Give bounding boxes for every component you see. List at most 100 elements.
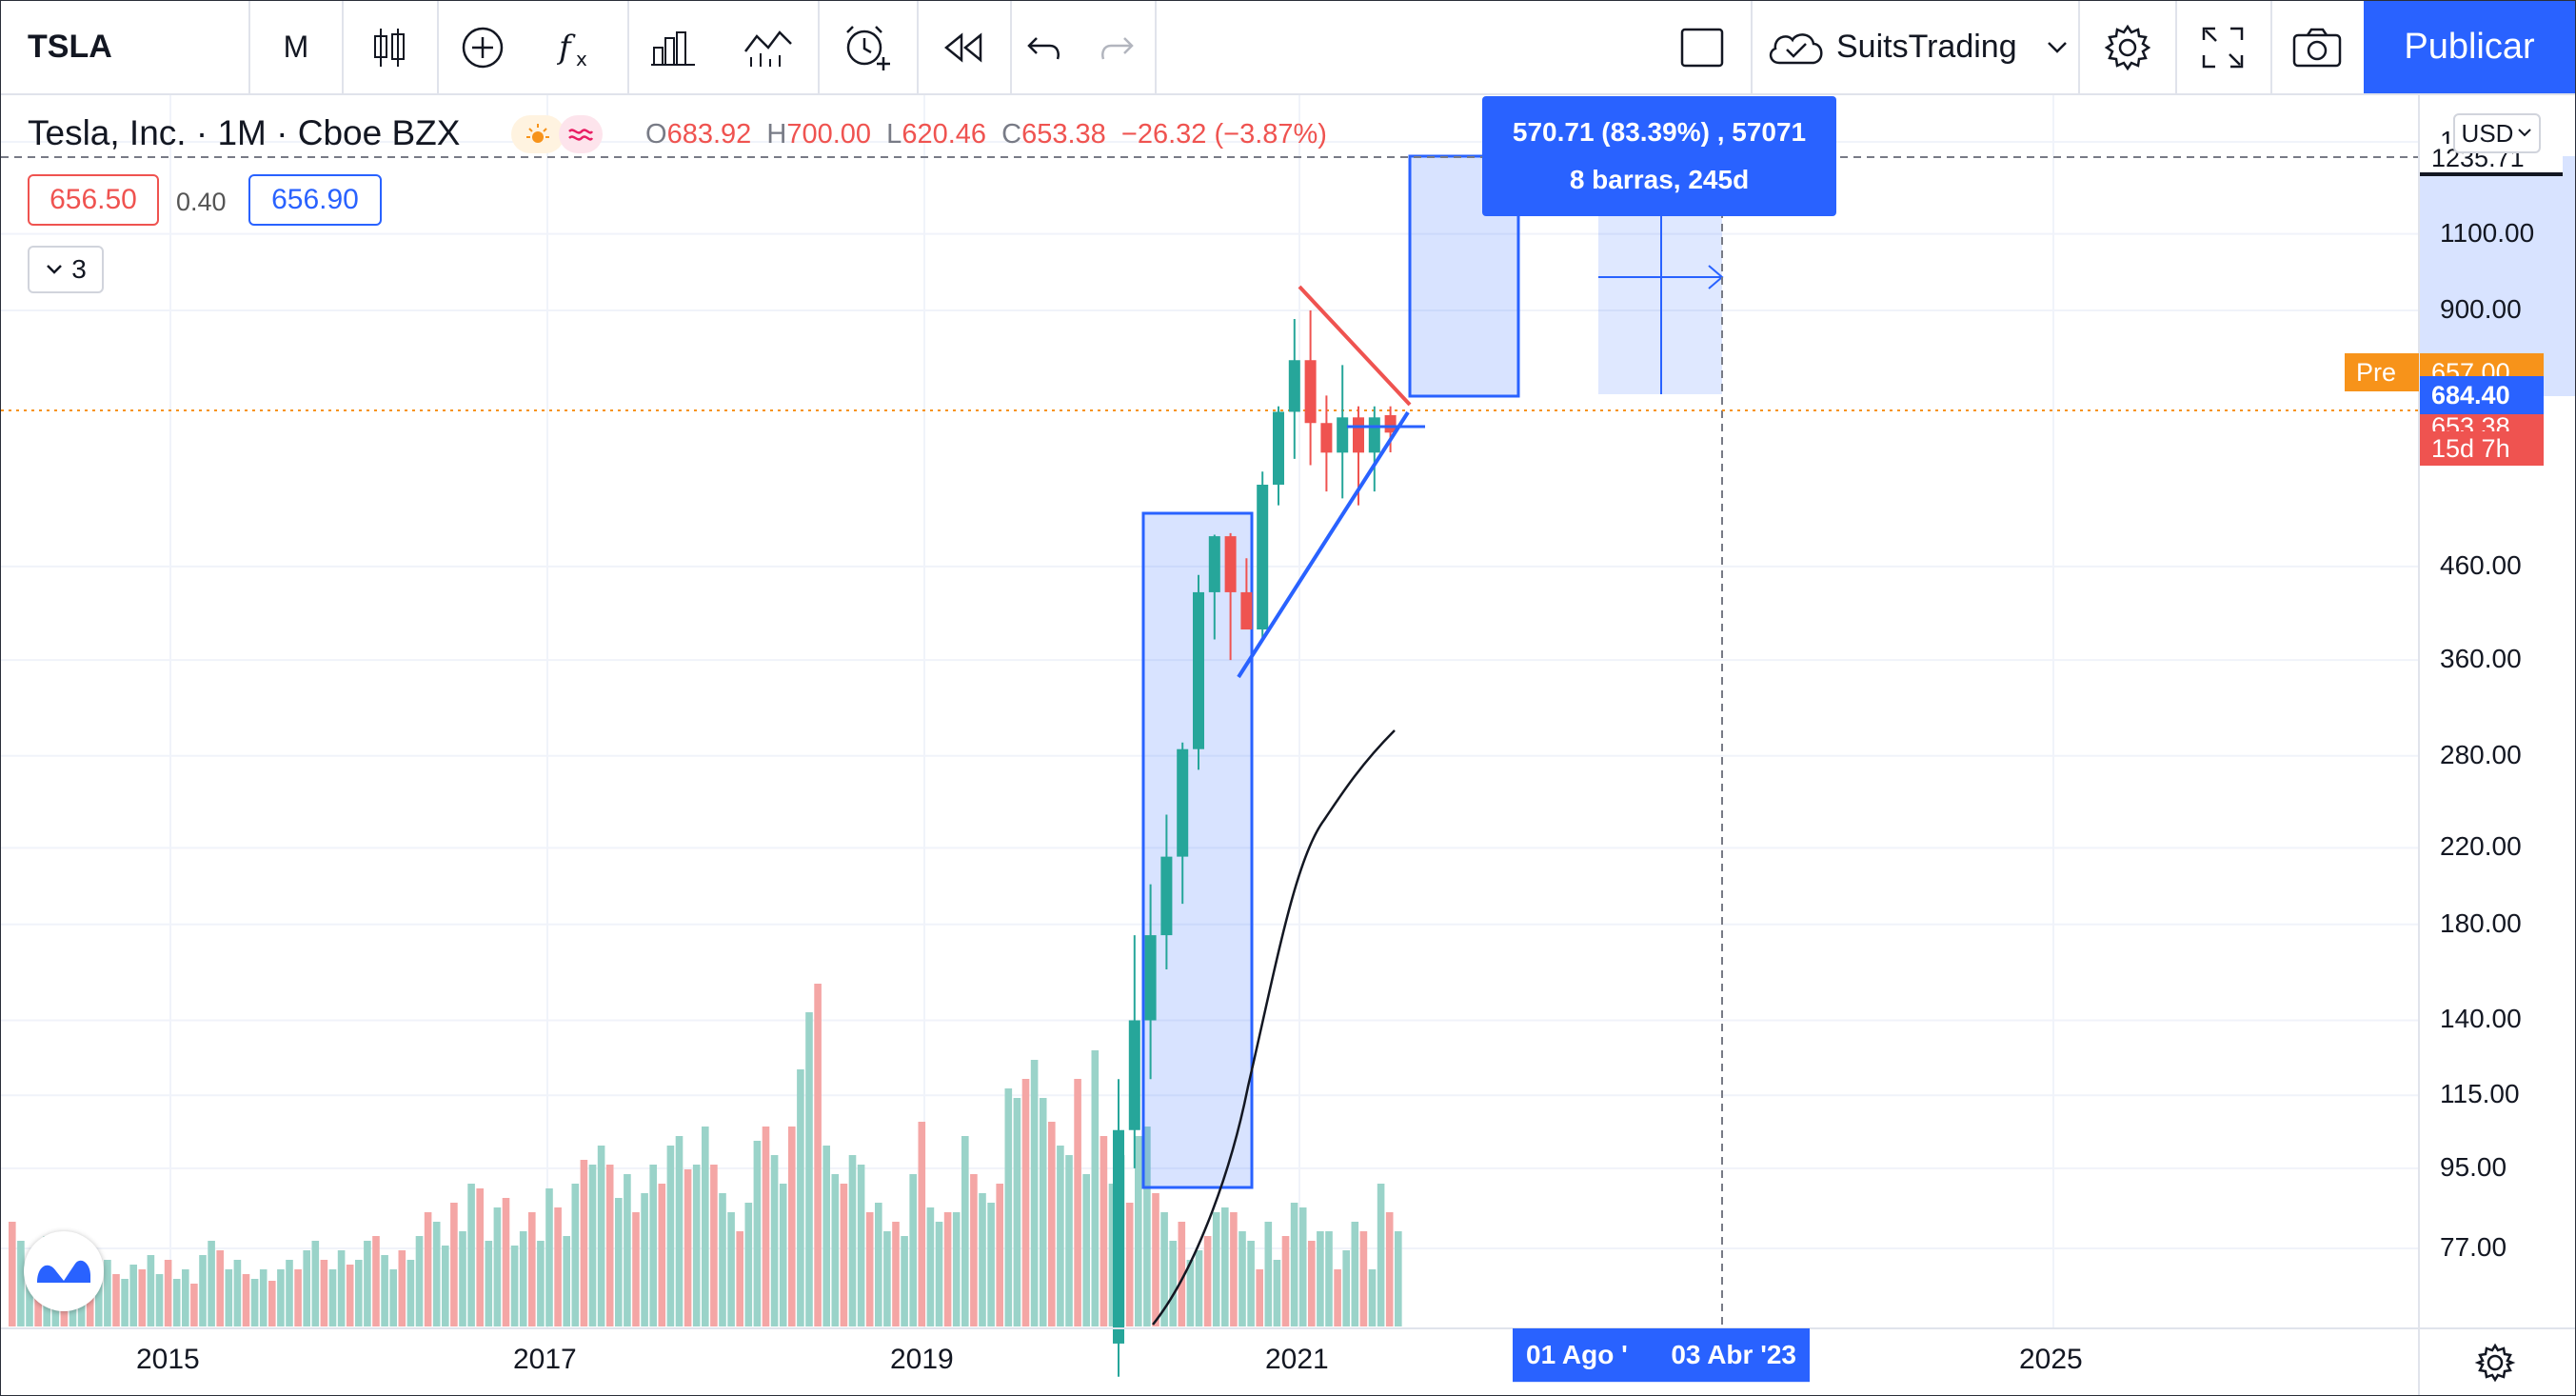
- symbol-legend-title[interactable]: Tesla, Inc. · 1M · Cboe BZX: [28, 113, 461, 152]
- last-price-tag: 684.40: [2420, 376, 2544, 414]
- volume-bar: [831, 1174, 840, 1326]
- gear-icon: [2104, 24, 2151, 70]
- trendline-lower[interactable]: [1237, 410, 1410, 679]
- templates-button[interactable]: [627, 1, 719, 93]
- volume-bar: [632, 1212, 640, 1326]
- volume-bar: [770, 1155, 779, 1326]
- volume-bar: [459, 1231, 466, 1326]
- volume-bar: [147, 1255, 155, 1326]
- save-layout-button[interactable]: SuitsTrading: [1751, 1, 2080, 93]
- tradingview-logo-icon: [37, 1260, 90, 1283]
- data-delay-badge[interactable]: [559, 115, 603, 153]
- time-tick-label: 2017: [513, 1344, 577, 1375]
- volume-bar: [753, 1141, 762, 1326]
- volume-bar: [364, 1241, 371, 1326]
- volume-bar: [692, 1165, 701, 1326]
- volume-bar: [996, 1184, 1003, 1326]
- snapshot-button[interactable]: [2270, 1, 2364, 93]
- symbol-search-button[interactable]: TSLA: [1, 1, 250, 93]
- volume-bar: [424, 1212, 432, 1326]
- indicators-collapse-button[interactable]: 3: [28, 246, 104, 293]
- settings-button[interactable]: [2080, 1, 2177, 93]
- volume-bar: [580, 1160, 588, 1326]
- volume-bar: [892, 1222, 900, 1326]
- market-status-badge[interactable]: [511, 115, 565, 153]
- tradingview-logo[interactable]: [24, 1231, 104, 1311]
- replay-button[interactable]: [917, 1, 1012, 93]
- volume-bar: [1039, 1098, 1047, 1326]
- volume-bar: [528, 1212, 536, 1326]
- undo-button[interactable]: [1010, 1, 1079, 93]
- volume-bar: [1057, 1146, 1064, 1326]
- alert-button[interactable]: [818, 1, 919, 93]
- time-tick-label: 2015: [136, 1344, 200, 1375]
- volume-bar: [250, 1279, 259, 1326]
- volume-bar: [95, 1265, 103, 1326]
- volume-bar: [320, 1260, 328, 1326]
- volume-bar: [286, 1260, 293, 1326]
- time-range-label: 01 Ago ' 03 Abr '23: [1513, 1328, 1810, 1382]
- fullscreen-button[interactable]: [2175, 1, 2272, 93]
- trendline-upper[interactable]: [1298, 285, 1412, 407]
- volume-bar: [1160, 1212, 1168, 1326]
- open-label: O: [645, 119, 667, 150]
- volume-bar: [1203, 1236, 1212, 1326]
- volume-bar: [1290, 1203, 1298, 1326]
- volume-bar: [797, 1069, 804, 1326]
- volume-bar: [875, 1203, 882, 1326]
- volume-bar: [1065, 1155, 1073, 1326]
- chart-style-button[interactable]: [342, 1, 439, 93]
- volume-bar: [1377, 1184, 1385, 1326]
- candle: [1113, 1079, 1124, 1377]
- price-tick-label: 115.00: [2440, 1079, 2520, 1109]
- price-tick-label: 77.00: [2440, 1232, 2507, 1262]
- volume-bar: [1186, 1260, 1195, 1326]
- volume-bar: [1212, 1212, 1220, 1326]
- volume-bar: [164, 1260, 172, 1326]
- sell-price-button[interactable]: 656.50: [28, 174, 159, 226]
- volume-bar: [1298, 1207, 1307, 1326]
- candle: [1144, 884, 1157, 1080]
- volume-bar: [381, 1255, 388, 1326]
- gear-icon: [2474, 1343, 2516, 1383]
- moving-average-line: [1152, 729, 1396, 1326]
- volume-bar: [493, 1207, 502, 1326]
- chevron-down-icon: [2518, 129, 2532, 137]
- currency-selector[interactable]: USD: [2453, 113, 2541, 153]
- publish-button[interactable]: Publicar: [2364, 1, 2575, 93]
- volume-bar: [1334, 1269, 1341, 1326]
- account-name: SuitsTrading: [1836, 29, 2017, 65]
- redo-button[interactable]: [1079, 1, 1157, 93]
- buy-price-button[interactable]: 656.90: [248, 174, 382, 226]
- volume-bar: [182, 1269, 189, 1326]
- high-value: 700.00: [786, 119, 872, 150]
- candle: [1208, 534, 1220, 640]
- volume-bar: [719, 1193, 726, 1326]
- volume-bar: [658, 1184, 666, 1326]
- volume-bar: [1169, 1241, 1177, 1326]
- volume-bar: [9, 1222, 16, 1326]
- multi-chart-button[interactable]: [719, 1, 820, 93]
- volume-bar: [624, 1174, 631, 1326]
- volume-bar: [1125, 1203, 1134, 1326]
- time-range-end: 03 Abr '23: [1671, 1340, 1796, 1369]
- price-tick-label: 140.00: [2440, 1004, 2522, 1034]
- volume-bar: [502, 1198, 510, 1326]
- time-axis-settings-button[interactable]: [2474, 1342, 2516, 1384]
- volume-bar: [1143, 1127, 1151, 1326]
- interval-button[interactable]: M: [250, 1, 344, 93]
- volume-bar: [883, 1231, 891, 1326]
- compare-button[interactable]: [437, 1, 528, 93]
- volume-bar: [1082, 1174, 1090, 1326]
- volume-bar: [372, 1236, 380, 1326]
- layout-button[interactable]: [1654, 1, 1753, 93]
- volume-bar: [848, 1155, 857, 1326]
- currency-label: USD: [2461, 118, 2514, 148]
- time-range-start: 01 Ago ': [1526, 1340, 1628, 1369]
- volume-bar: [909, 1174, 917, 1326]
